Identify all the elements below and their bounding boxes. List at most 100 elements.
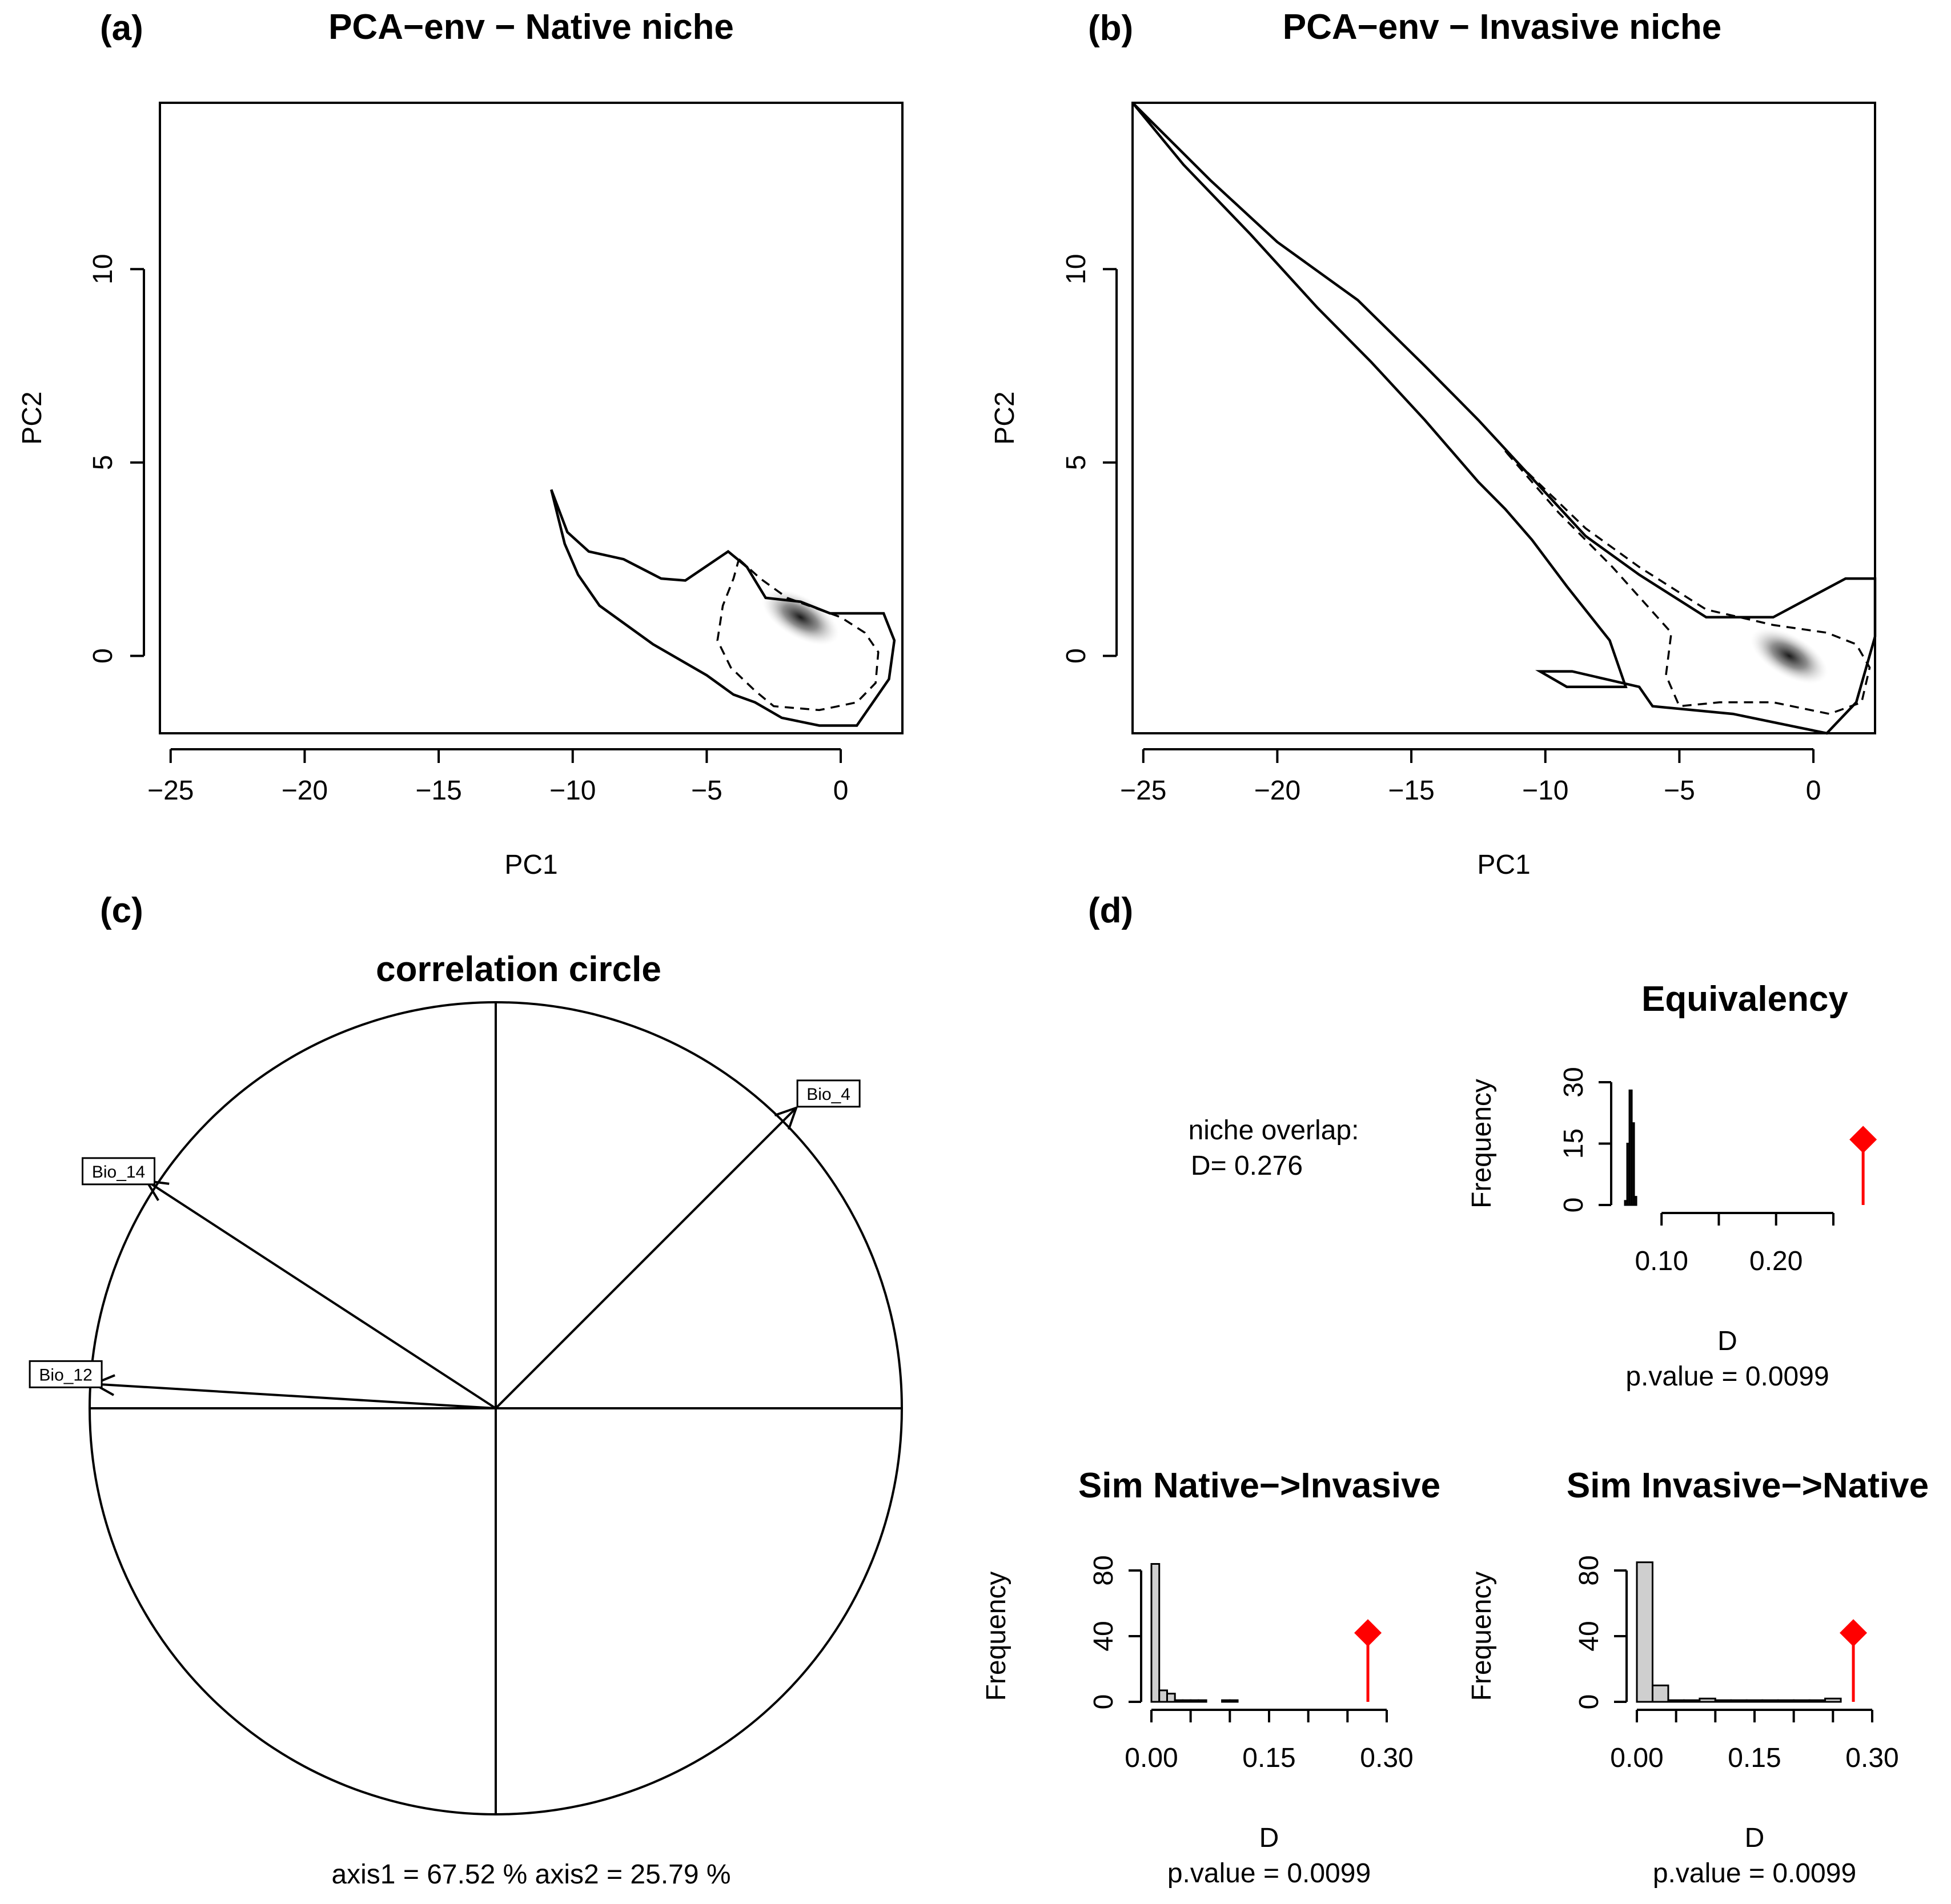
x-tick-label: 0.20 bbox=[1749, 1246, 1803, 1276]
p-value-label: p.value = 0.0099 bbox=[1625, 1361, 1829, 1392]
histogram-bar bbox=[1158, 1689, 1168, 1703]
panel-b-tag: (b) bbox=[1088, 9, 1133, 48]
x-tick-label: 0.30 bbox=[1360, 1743, 1413, 1773]
panel-a-tag: (a) bbox=[100, 9, 143, 48]
histogram-bar bbox=[1182, 1699, 1192, 1703]
panel-a-title: PCA−env − Native niche bbox=[328, 7, 734, 47]
y-tick-label: 80 bbox=[1574, 1555, 1604, 1585]
y-tick-label: 15 bbox=[1559, 1128, 1589, 1159]
variable-label-box bbox=[82, 1157, 156, 1186]
plot-frame bbox=[159, 102, 904, 734]
x-axis-label: D bbox=[1259, 1823, 1279, 1853]
histogram-bar bbox=[1777, 1699, 1795, 1703]
y-tick-label: 80 bbox=[1089, 1555, 1119, 1585]
y-tick-label: 10 bbox=[1061, 254, 1091, 284]
histogram-bar bbox=[1229, 1699, 1239, 1703]
arrow-head bbox=[774, 1106, 798, 1130]
x-tick-label: 0.15 bbox=[1242, 1743, 1295, 1773]
x-tick-label: −10 bbox=[549, 776, 596, 806]
axes: −25 −20 −15 −10 −5 0 0 5 10 bbox=[88, 254, 848, 806]
histogram-bar bbox=[1174, 1699, 1184, 1703]
x-axis-label: PC1 bbox=[504, 850, 557, 880]
histogram-bar bbox=[1761, 1699, 1779, 1703]
histogram-bar bbox=[1824, 1697, 1842, 1703]
histogram-title: Sim Invasive−>Native bbox=[1567, 1466, 1929, 1505]
plot-frame bbox=[1131, 102, 1876, 734]
loading-arrow bbox=[495, 1107, 797, 1409]
niche-overlap-label: niche overlap: bbox=[1189, 1115, 1359, 1146]
variable-label-box bbox=[29, 1360, 103, 1388]
density-core bbox=[762, 589, 840, 645]
y-tick-label: 0 bbox=[88, 648, 118, 664]
x-tick-label: −20 bbox=[1254, 776, 1300, 806]
x-axis-label: PC1 bbox=[1477, 850, 1530, 880]
x-tick-label: 0.15 bbox=[1728, 1743, 1781, 1773]
variable-label: Bio_14 bbox=[92, 1163, 145, 1182]
y-axis-label: Frequency bbox=[981, 1572, 1011, 1701]
y-tick-label: 0 bbox=[1574, 1694, 1604, 1710]
x-tick-label: −20 bbox=[282, 776, 328, 806]
panel-c-tag: (c) bbox=[100, 891, 143, 930]
p-value-label: p.value = 0.0099 bbox=[1167, 1858, 1371, 1889]
observed-d-marker bbox=[1849, 1126, 1877, 1154]
solid-contour bbox=[1131, 102, 1877, 735]
observed-d-marker bbox=[1840, 1619, 1868, 1647]
histogram-bar bbox=[1808, 1699, 1826, 1703]
panel-b-plot: −25 −20 −15 −10 −5 0 0 5 10 PC1 PC2 bbox=[990, 102, 1877, 880]
x-tick-label: −10 bbox=[1522, 776, 1568, 806]
loading-arrow bbox=[93, 1383, 496, 1409]
y-tick-label: 40 bbox=[1089, 1621, 1119, 1651]
histogram-bar bbox=[1166, 1693, 1176, 1703]
panel-a-plot: −25 −20 −15 −10 −5 0 0 5 10 PC1 PC2 bbox=[17, 102, 904, 880]
x-tick-label: 0.00 bbox=[1610, 1743, 1663, 1773]
equivalency-histogram: Equivalency 0.10 0.20 0 15 30 Frequency Dp.valu… bbox=[1467, 979, 1877, 1392]
x-tick-label: 0 bbox=[1806, 776, 1821, 806]
histogram-bar bbox=[1730, 1699, 1748, 1703]
y-tick-label: 40 bbox=[1574, 1621, 1604, 1651]
histogram-bar bbox=[1631, 1122, 1635, 1206]
sim-invasive-native-histogram: Sim Invasive−>Native 0.00 0.15 0.30 0 40 80 Fre… bbox=[1467, 1466, 1929, 1889]
p-value-label: p.value = 0.0099 bbox=[1653, 1858, 1856, 1889]
variable-label-box bbox=[796, 1079, 861, 1108]
x-tick-label: 0.30 bbox=[1845, 1743, 1898, 1773]
x-tick-label: 0.00 bbox=[1125, 1743, 1178, 1773]
histogram-bar bbox=[1667, 1699, 1685, 1703]
correlation-circle-title: correlation circle bbox=[376, 950, 661, 989]
y-tick-label: 5 bbox=[1061, 455, 1091, 471]
loading-arrow bbox=[146, 1180, 497, 1409]
histogram-bar bbox=[1636, 1561, 1653, 1703]
y-axis-label: PC2 bbox=[990, 391, 1020, 444]
x-axis-label: D bbox=[1717, 1326, 1737, 1356]
y-axis-label: Frequency bbox=[1467, 1572, 1497, 1701]
histogram-bar bbox=[1683, 1699, 1701, 1703]
panel-b-title: PCA−env − Invasive niche bbox=[1283, 7, 1722, 47]
variable-label: Bio_12 bbox=[39, 1365, 92, 1384]
histogram-bar bbox=[1190, 1699, 1199, 1703]
panel-d: niche overlap: D= 0.276 Equivalency 0.10 0… bbox=[981, 979, 1929, 1889]
histogram-bar bbox=[1699, 1697, 1716, 1703]
density-core bbox=[1751, 628, 1828, 684]
sim-native-invasive-histogram: Sim Native−>Invasive 0.00 0.15 0.30 0 40 80 Fre… bbox=[981, 1466, 1440, 1889]
x-tick-label: −5 bbox=[1664, 776, 1695, 806]
histogram-bar bbox=[1150, 1563, 1161, 1703]
observed-d-marker bbox=[1354, 1619, 1382, 1647]
axes-variance-footer: axis1 = 67.52 % axis2 = 25.79 % bbox=[331, 1859, 730, 1890]
y-axis-label: Frequency bbox=[1467, 1079, 1497, 1208]
density-blob bbox=[1751, 628, 1828, 684]
x-tick-label: −25 bbox=[1120, 776, 1166, 806]
x-tick-label: −15 bbox=[415, 776, 461, 806]
histogram-bar bbox=[1651, 1684, 1669, 1703]
loading-vectors: Bio_4 Bio_14 Bio_12 bbox=[29, 1079, 861, 1409]
histogram-bar bbox=[1633, 1196, 1637, 1206]
niche-overlap-value: D= 0.276 bbox=[1191, 1151, 1303, 1181]
density-blob bbox=[762, 589, 840, 645]
y-tick-label: 0 bbox=[1559, 1198, 1589, 1213]
histogram-bar bbox=[1745, 1699, 1764, 1703]
x-tick-label: −15 bbox=[1388, 776, 1434, 806]
variable-label: Bio_4 bbox=[806, 1085, 850, 1104]
histogram-bar bbox=[1221, 1699, 1231, 1703]
x-tick-label: −25 bbox=[147, 776, 194, 806]
y-tick-label: 0 bbox=[1089, 1694, 1119, 1710]
y-axis-label: PC2 bbox=[17, 391, 47, 444]
